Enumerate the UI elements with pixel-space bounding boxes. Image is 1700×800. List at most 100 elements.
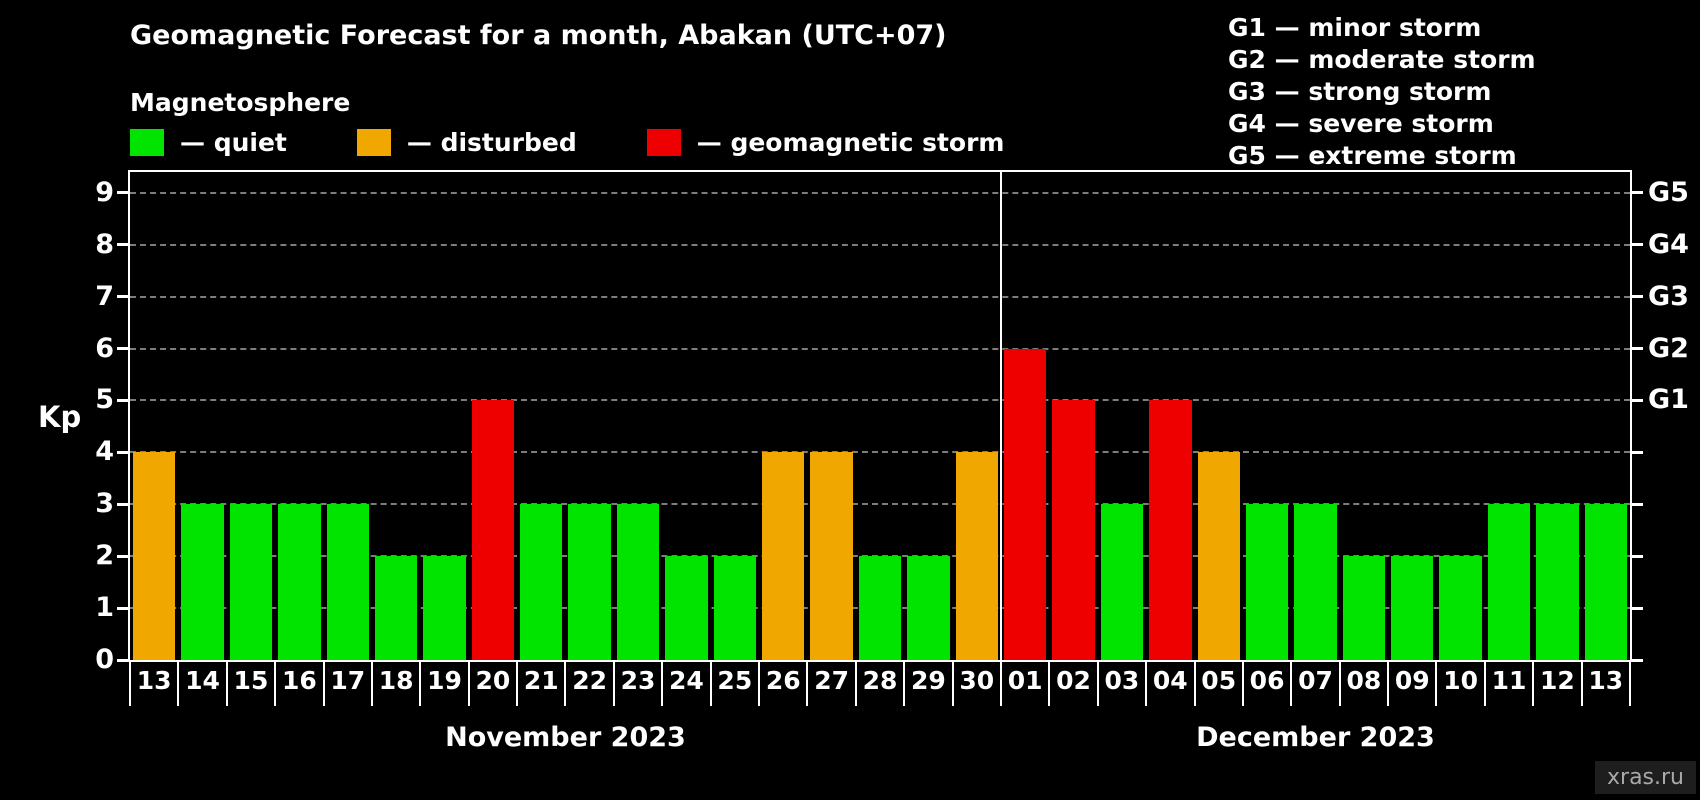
kp-bar [520,504,563,660]
month-boundary-line [999,172,1002,660]
kp-bar [1052,400,1095,660]
day-axis-separator [370,662,373,706]
day-axis-separator [274,662,277,706]
y-tick-label: 8 [95,228,114,260]
day-label: 14 [185,666,220,695]
day-label: 19 [427,666,462,695]
y-tick-mark-left [117,554,128,558]
day-axis-separator [1629,662,1631,706]
day-axis-separator [1193,662,1196,706]
gridline-kp-6 [130,347,1630,350]
gridline-kp-3 [130,503,1630,506]
watermark-xras: xras.ru [1595,761,1696,794]
day-axis-separator [516,662,519,706]
kp-bar [1100,504,1144,660]
legend-item-disturbed: — disturbed [356,128,577,157]
day-label: 20 [475,666,511,695]
gridline-kp-7 [130,295,1630,298]
day-label: 15 [233,666,269,695]
day-label: 10 [1443,666,1479,695]
legend-item-storm: — geomagnetic storm [646,128,1005,157]
kp-bar [616,504,660,660]
g-scale-legend-item: G1 — minor storm [1228,13,1482,42]
day-label: 26 [765,666,801,695]
y-tick-mark-right [1632,658,1643,662]
day-axis-separator [999,662,1002,706]
day-axis-separator [1145,662,1148,706]
g-scale-legend-item: G4 — severe storm [1228,109,1494,138]
day-axis-separator [1241,662,1244,706]
legend-label-storm: — geomagnetic storm [696,128,1005,157]
legend-swatch-disturbed [356,129,391,156]
y-tick-mark-right [1632,502,1643,506]
day-axis-separator [903,662,906,706]
day-label: 25 [717,666,753,695]
day-label: 16 [281,666,317,695]
day-label: 27 [814,666,849,695]
y-tick-mark-left [117,295,128,299]
kp-bar [1003,348,1047,660]
day-label: 09 [1394,666,1430,695]
month-label: November 2023 [445,722,686,753]
legend-label-quiet: — quiet [180,128,287,157]
day-label: 28 [862,666,898,695]
gridline-kp-5 [130,399,1630,402]
g-scale-legend-item: G5 — extreme storm [1228,141,1517,170]
kp-bar [1149,400,1192,660]
y-tick-mark-right [1632,347,1643,350]
kp-bar [858,556,902,660]
day-label: 11 [1491,666,1527,695]
plot-area [128,170,1632,662]
kp-bar [1342,556,1386,660]
kp-bar [665,556,708,660]
kp-bar [1391,556,1434,660]
day-label: 23 [620,666,656,695]
kp-bar [278,504,321,660]
day-label: 03 [1104,666,1140,695]
y-tick-mark-right [1632,191,1643,195]
legend-swatch-quiet [130,129,164,156]
day-label: 06 [1249,666,1285,695]
legend-label-disturbed: — disturbed [406,128,577,157]
day-axis-separator [322,662,325,706]
day-axis-separator [1338,662,1341,706]
day-label: 13 [1588,666,1624,695]
kp-bar [133,452,176,660]
legend-item-quiet: — quiet [130,128,287,157]
day-label: 18 [378,666,414,695]
g-scale-legend-item: G2 — moderate storm [1228,45,1536,74]
kp-bar [907,556,950,660]
y-axis-label: Kp [38,400,82,434]
g-scale-tick-label: G3 [1648,280,1689,312]
y-tick-label: 7 [95,280,114,312]
y-tick-mark-left [117,658,128,662]
day-axis-separator [1435,662,1438,706]
kp-bar [762,452,805,660]
y-tick-mark-left [117,502,128,506]
day-label: 29 [910,666,946,695]
g-scale-tick-label: G4 [1648,228,1689,260]
kp-bar [181,504,224,660]
gridline-kp-2 [130,555,1630,558]
y-tick-mark-left [117,398,128,402]
day-label: 02 [1056,666,1091,695]
kp-bar [1536,504,1579,660]
kp-bar [1197,452,1240,660]
g-scale-tick-label: G5 [1648,176,1689,208]
kp-bar [1487,504,1531,660]
kp-bar [326,504,369,660]
y-tick-label: 6 [95,332,114,364]
y-tick-mark-left [117,347,128,350]
kp-bar [568,504,611,660]
day-axis-separator [467,662,470,706]
day-axis-separator [1290,662,1293,706]
day-axis-separator [1096,662,1099,706]
y-tick-mark-right [1632,606,1643,610]
kp-bar [374,556,418,660]
day-label: 01 [1007,666,1043,695]
y-tick-mark-right [1632,554,1643,558]
day-label: 13 [136,666,172,695]
kp-bar [1584,504,1627,660]
day-axis-separator [1387,662,1390,706]
chart-title: Geomagnetic Forecast for a month, Abakan… [130,20,947,51]
